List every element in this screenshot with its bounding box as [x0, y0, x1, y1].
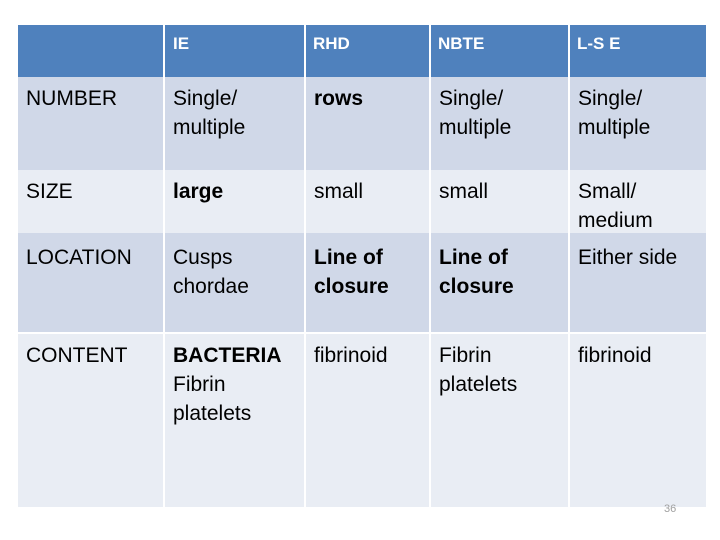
header-nbte: NBTE — [438, 34, 485, 53]
cell-content-rhd: fibrinoid — [314, 344, 388, 367]
cell-size-nbte: small — [439, 180, 489, 203]
row-label-number: NUMBER — [26, 87, 118, 110]
cell-size-lse-bg: Small/ medium — [568, 170, 706, 236]
table-header-row: IE RHD NBTE L-S E — [18, 25, 706, 77]
cell-content-ie: BACTERIA Fibrin platelets — [165, 334, 304, 428]
cell-location-lse-bg: Either side — [570, 236, 706, 332]
cell-content-ie-bacteria: BACTERIA — [173, 344, 282, 367]
table-row-number: NUMBER Single/ multiple rows Single/ mul… — [18, 77, 706, 170]
cell-number-nbte: Single/ multiple — [439, 87, 512, 139]
cell-content-nbte: Fibrin platelets — [439, 344, 518, 396]
cell-number-rhd: rows — [314, 87, 364, 110]
page-number: 36 — [664, 503, 677, 515]
row-label-size: SIZE — [26, 180, 73, 203]
cell-content-ie-fibrin: Fibrin platelets — [173, 373, 252, 425]
cell-location-nbte: Line of closure — [439, 246, 514, 298]
header-lse: L-S E — [577, 34, 621, 53]
cell-size-lse: Small/ medium — [578, 180, 653, 232]
row-label-location: LOCATION — [26, 246, 132, 269]
table-row-content: CONTENT BACTERIA Fibrin platelets fibrin… — [18, 334, 706, 507]
cell-content-lse: fibrinoid — [578, 344, 652, 367]
header-rhd: RHD — [313, 34, 350, 53]
cell-size-ie: large — [173, 180, 224, 203]
cell-number-ie: Single/ multiple — [173, 87, 246, 139]
cell-size-rhd: small — [314, 180, 364, 203]
cell-location-lse: Either side — [578, 246, 678, 269]
cell-location-rhd: Line of closure — [314, 246, 389, 298]
cell-location-ie: Cusps chordae — [173, 246, 249, 298]
row-label-content: CONTENT — [26, 344, 128, 367]
cell-number-lse: Single/ multiple — [578, 87, 651, 139]
header-ie: IE — [173, 34, 190, 53]
